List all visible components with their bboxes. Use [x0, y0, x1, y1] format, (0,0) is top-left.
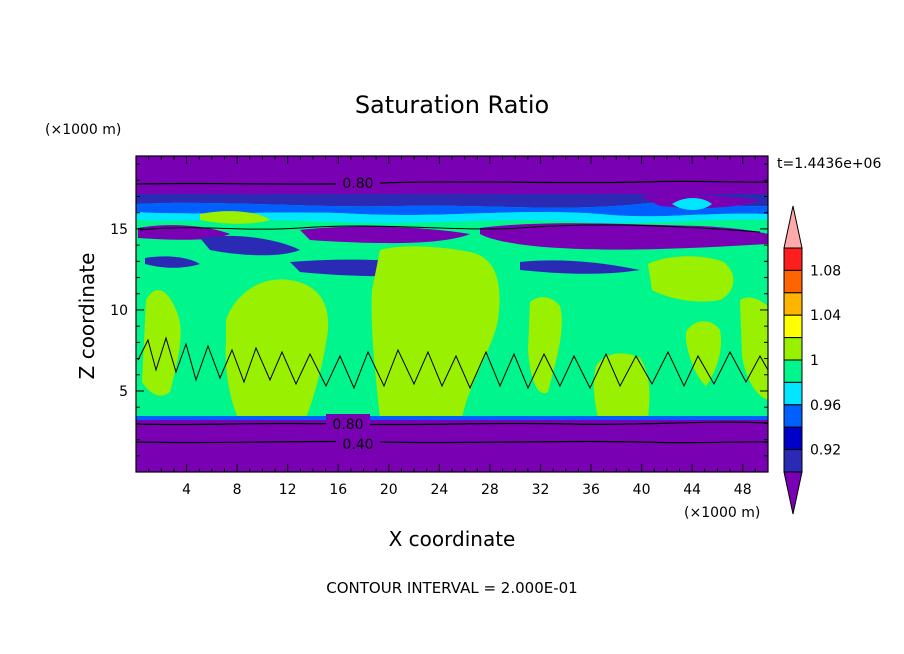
- upper-dry-band: [136, 156, 768, 194]
- plume: [593, 353, 650, 418]
- dry-patch: [200, 235, 300, 256]
- y-axis: 5 10 15: [110, 163, 768, 457]
- plume: [200, 211, 270, 224]
- upper-blue-layer: [136, 202, 768, 217]
- time-label: t=1.4436e+06: [777, 156, 881, 172]
- moist-patch: [672, 198, 712, 210]
- plume: [648, 256, 734, 302]
- lower-dry-band: [136, 420, 768, 472]
- colorbar-box: [783, 381, 803, 406]
- colorbar-label: 0.92: [810, 443, 841, 459]
- x-tick-label: 8: [233, 482, 242, 498]
- colorbar: 1.08 1.04 1 0.96 0.92: [783, 205, 841, 515]
- lower-blue-layer: [136, 416, 768, 422]
- plume: [371, 246, 500, 418]
- x-tick-label: 12: [279, 482, 297, 498]
- contour-interval-note: CONTOUR INTERVAL = 2.000E-01: [326, 579, 577, 597]
- x-tick-label: 28: [481, 482, 499, 498]
- colorbar-box: [783, 449, 803, 473]
- colorbar-box: [783, 269, 803, 294]
- colorbar-box: [783, 404, 803, 428]
- upper-transition-layer: [136, 194, 768, 208]
- contour-label: 0.40: [342, 437, 373, 453]
- y-unit-label: (×1000 m): [45, 122, 121, 138]
- chart-title: Saturation Ratio: [355, 91, 549, 119]
- plot-area: 0.80 0.80 0.40: [136, 156, 768, 472]
- contour-0.40: [136, 440, 768, 444]
- colorbar-box: [783, 314, 803, 339]
- x-unit-label: (×1000 m): [684, 505, 760, 521]
- colorbar-label: 1.04: [810, 308, 841, 324]
- plume: [686, 321, 722, 386]
- dry-patch: [145, 256, 200, 268]
- colorbar-label: 1: [810, 353, 819, 369]
- contour-0.80-lower: [136, 421, 768, 426]
- plume: [142, 289, 181, 396]
- colorbar-over-triangle: [783, 205, 803, 249]
- plume: [225, 279, 329, 418]
- colorbar-box: [783, 426, 803, 451]
- contour-label: 0.80: [332, 417, 363, 433]
- x-axis-label: X coordinate: [389, 527, 516, 551]
- x-tick-label: 24: [430, 482, 448, 498]
- colorbar-box: [783, 247, 803, 271]
- x-tick-label: 20: [380, 482, 398, 498]
- colorbar-label: 0.96: [810, 398, 841, 414]
- upper-cyan-layer: [136, 212, 768, 224]
- dry-patch: [300, 226, 470, 244]
- y-tick-label: 10: [110, 303, 128, 319]
- contour-label: 0.80: [342, 176, 373, 192]
- contour-sawtooth: [137, 336, 768, 390]
- dry-patch: [520, 260, 640, 274]
- x-tick-label: 40: [633, 482, 651, 498]
- y-tick-label: 15: [110, 222, 128, 238]
- colorbar-box: [783, 337, 803, 361]
- contour-0.80-upper: [136, 180, 768, 185]
- y-axis-label: Z coordinate: [75, 253, 99, 380]
- x-axis: 4 8 12 16 20 24 28 32 36 40 44 48: [148, 156, 756, 498]
- x-tick-label: 4: [182, 482, 191, 498]
- dry-patch: [138, 225, 230, 240]
- plume: [740, 297, 768, 400]
- x-tick-label: 32: [532, 482, 550, 498]
- x-tick-label: 16: [329, 482, 347, 498]
- dry-patch: [480, 223, 768, 250]
- colorbar-box: [783, 359, 803, 383]
- colorbar-box: [783, 292, 803, 316]
- x-tick-label: 44: [683, 482, 701, 498]
- y-tick-label: 5: [119, 384, 128, 400]
- contour-15km: [139, 224, 761, 233]
- x-tick-label: 48: [734, 482, 752, 498]
- colorbar-under-triangle: [783, 471, 803, 515]
- colorbar-label: 1.08: [810, 263, 841, 279]
- x-tick-label: 36: [582, 482, 600, 498]
